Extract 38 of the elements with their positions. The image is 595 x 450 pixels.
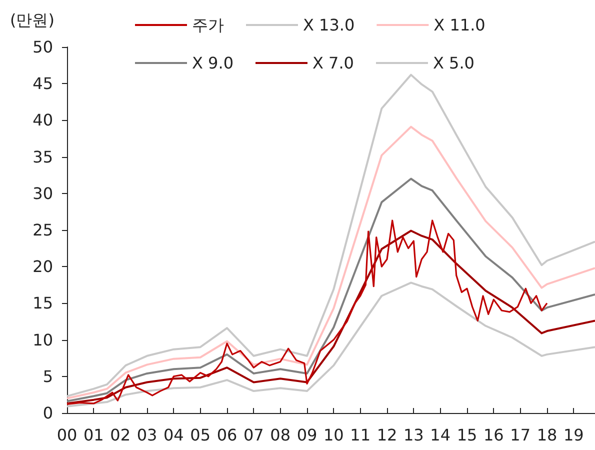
legend-label: X 11.0 <box>434 16 486 34</box>
legend-label: X 13.0 <box>303 16 355 34</box>
x-tick-label: 15 <box>456 426 478 444</box>
x-tick-label: 13 <box>403 426 424 444</box>
legend-label: 주가 <box>192 16 224 34</box>
x-tick-label: 10 <box>323 426 344 444</box>
y-tick-label: 45 <box>32 74 53 94</box>
x-tick-label: 01 <box>83 426 104 444</box>
legend-label: X 9.0 <box>192 54 234 72</box>
x-tick-label: 09 <box>296 426 318 444</box>
y-tick-label: 20 <box>32 257 53 276</box>
x-tick-label: 18 <box>536 426 558 444</box>
y-tick-label: 25 <box>32 220 53 240</box>
y-axis-title: (만원) <box>10 10 54 30</box>
x-tick-label: 05 <box>190 426 211 444</box>
x-tick-label: 19 <box>563 426 584 444</box>
y-tick-label: 35 <box>32 147 53 166</box>
x-tick-label: 16 <box>483 426 504 444</box>
x-tick-label: 07 <box>243 426 264 444</box>
x-tick-label: 17 <box>510 426 531 444</box>
y-tick-label: 0 <box>42 404 53 422</box>
x-tick-label: 11 <box>350 426 371 444</box>
x-tick-label: 00 <box>56 426 78 444</box>
x-tick-label: 03 <box>136 426 158 444</box>
x-tick-label: 02 <box>110 426 131 444</box>
legend-label: X 7.0 <box>312 54 354 72</box>
y-tick-label: 30 <box>32 184 53 203</box>
x-tick-label: 12 <box>376 426 398 444</box>
y-tick-label: 5 <box>42 366 53 386</box>
y-tick-label: 15 <box>32 294 53 313</box>
y-tick-label: 50 <box>32 38 53 56</box>
legend-label: X 5.0 <box>432 54 474 72</box>
x-tick-label: 08 <box>270 426 291 444</box>
x-tick-label: 14 <box>430 426 451 444</box>
x-tick-label: 04 <box>163 426 184 444</box>
x-tick-label: 06 <box>216 426 238 444</box>
y-tick-label: 40 <box>32 110 53 130</box>
y-tick-label: 10 <box>32 330 53 350</box>
